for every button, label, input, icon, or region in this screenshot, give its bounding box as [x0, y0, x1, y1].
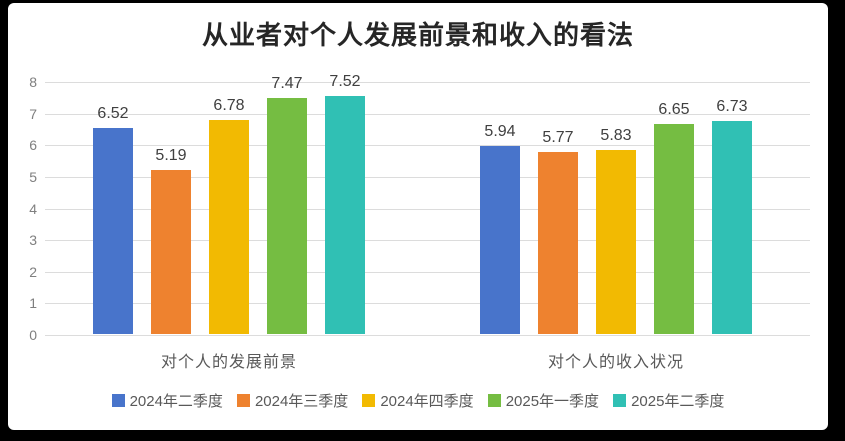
bar-with-label: 6.65: [654, 101, 694, 334]
data-label: 5.94: [484, 123, 516, 141]
legend-item: 2025年一季度: [487, 390, 600, 411]
y-axis-tick-label: 5: [29, 168, 37, 185]
y-axis-tick-label: 2: [29, 263, 37, 280]
legend-label: 2024年四季度: [380, 393, 474, 410]
bar-with-label: 6.78: [209, 97, 249, 334]
legend-item: 2024年二季度: [111, 390, 223, 411]
legend-swatch: [613, 394, 627, 407]
legend-swatch: [236, 394, 250, 407]
plot-area: 0 1 2 3 4 5 6 7 8 6.52 5.19 6.78 7.47 7.52 对个人的发展前景 5.9…: [29, 73, 810, 371]
data-label: 7.47: [271, 74, 303, 92]
bar-series4-cat2: [654, 123, 694, 334]
chart-title: 从业者对个人发展前景和收入的看法: [201, 20, 634, 50]
gridline: [45, 176, 810, 178]
y-axis-tick-label: 1: [29, 295, 37, 312]
bar-with-label: 5.19: [151, 147, 191, 334]
bar-with-label: 7.47: [267, 75, 307, 334]
legend-label: 2025年二季度: [631, 393, 725, 410]
legend-item: 2024年四季度: [362, 390, 474, 411]
data-label: 6.73: [716, 98, 748, 116]
y-axis-tick-label: 3: [29, 232, 37, 249]
category-group: 6.52 5.19 6.78 7.47 7.52: [93, 73, 365, 334]
bar-with-label: 5.77: [538, 129, 578, 334]
category-group: 5.94 5.77 5.83 6.65 6.73: [480, 98, 752, 334]
y-axis-tick-label: 6: [29, 137, 37, 154]
bar-with-label: 6.52: [93, 105, 133, 334]
legend-swatch: [111, 394, 125, 407]
data-label: 6.78: [213, 96, 245, 114]
bar-series4-cat1: [267, 97, 307, 334]
legend-label: 2024年三季度: [254, 393, 349, 410]
legend-swatch: [487, 394, 501, 407]
legend-label: 2024年二季度: [129, 393, 223, 410]
bar-with-label: 7.52: [325, 73, 365, 334]
bar-series2-cat1: [151, 169, 191, 334]
data-label: 5.83: [600, 126, 632, 144]
gridline: [45, 145, 810, 147]
gridline: [45, 271, 810, 273]
gridline: [45, 335, 810, 336]
legend-label: 2025年一季度: [505, 393, 600, 410]
bar-series3-cat1: [209, 119, 249, 334]
legend: 2024年二季度 2024年三季度 2024年四季度 2025年一季度 2025年二季度: [8, 390, 828, 411]
bar-with-label: 6.73: [712, 98, 752, 334]
legend-swatch: [362, 394, 376, 407]
bar-series3-cat2: [596, 149, 636, 334]
bar-series1-cat1: [93, 127, 133, 334]
data-label: 5.19: [155, 146, 187, 164]
gridline: [45, 240, 810, 242]
category-label: 对个人的发展前景: [160, 354, 297, 371]
chart-canvas: 从业者对个人发展前景和收入的看法 0 1 2 3 4 5 6 7 8 6.52 5.19 6.78 7.…: [8, 3, 828, 430]
category-label: 对个人的收入状况: [547, 354, 684, 371]
y-axis-tick-label: 8: [29, 74, 37, 90]
gridline: [45, 82, 810, 83]
bar-series2-cat2: [538, 151, 578, 334]
data-label: 6.52: [97, 104, 129, 122]
bar-with-label: 5.94: [480, 123, 520, 334]
data-label: 6.65: [658, 100, 690, 118]
bar-series5-cat1: [325, 96, 365, 334]
legend-item: 2025年二季度: [613, 390, 724, 411]
bar-with-label: 5.83: [596, 127, 636, 334]
y-axis-tick-label: 7: [29, 105, 37, 122]
bar-series1-cat2: [480, 146, 520, 334]
legend-item: 2024年三季度: [236, 390, 349, 411]
gridline: [45, 113, 810, 115]
gridline: [45, 303, 810, 305]
data-label: 5.77: [542, 128, 574, 146]
data-label: 7.52: [329, 73, 361, 91]
gridline: [45, 208, 810, 210]
y-axis-tick-label: 4: [29, 200, 37, 217]
y-axis-tick-label: 0: [29, 327, 37, 343]
bar-series5-cat2: [712, 121, 752, 334]
